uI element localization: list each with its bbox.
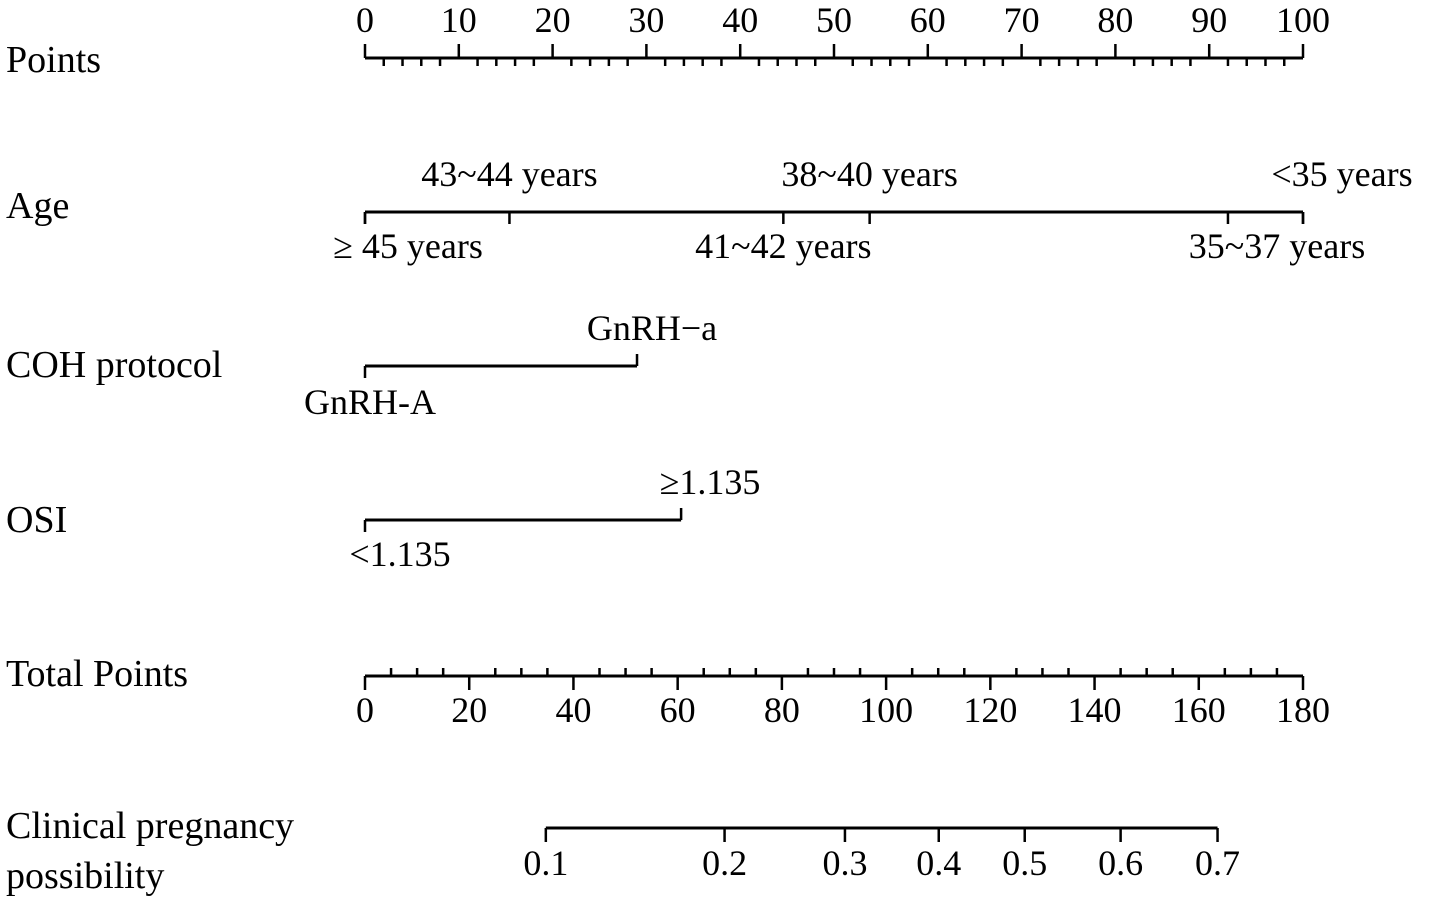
age-level-label: 38~40 years xyxy=(781,154,957,194)
total-points-scale-label: Total Points xyxy=(6,653,188,695)
points-tick-label: 80 xyxy=(1097,0,1133,40)
points-tick-label: 50 xyxy=(816,0,852,40)
total-points-tick-label: 120 xyxy=(963,690,1017,730)
points-tick-label: 10 xyxy=(441,0,477,40)
coh-protocol-level-label: GnRH−a xyxy=(587,308,717,348)
probability-scale-label-line1: Clinical pregnancy xyxy=(6,805,294,847)
total-points-tick-label: 160 xyxy=(1172,690,1226,730)
total-points-tick-label: 0 xyxy=(356,690,374,730)
age-level-label: 35~37 years xyxy=(1189,226,1365,266)
probability-tick-label: 0.3 xyxy=(822,843,867,883)
age-scale-label: Age xyxy=(6,185,69,227)
total-points-tick-label: 80 xyxy=(764,690,800,730)
probability-tick-label: 0.6 xyxy=(1098,843,1143,883)
points-tick-label: 100 xyxy=(1276,0,1330,40)
age-level-label: <35 years xyxy=(1271,154,1412,194)
probability-tick-label: 0.1 xyxy=(523,843,568,883)
points-tick-label: 90 xyxy=(1191,0,1227,40)
points-tick-label: 40 xyxy=(722,0,758,40)
points-tick-label: 20 xyxy=(535,0,571,40)
chart-marks: 0 10 20 30 40 50 60 70 80 90 100 ≥ 45 years 43~44 ye… xyxy=(304,0,1413,883)
probability-tick-label: 0.7 xyxy=(1195,843,1240,883)
total-points-tick-label: 140 xyxy=(1068,690,1122,730)
coh-protocol-scale-label: COH protocol xyxy=(6,344,222,386)
coh-protocol-level-label: GnRH-A xyxy=(304,382,436,422)
points-scale-label: Points xyxy=(6,39,101,81)
probability-tick-label: 0.2 xyxy=(702,843,747,883)
points-tick-label: 70 xyxy=(1004,0,1040,40)
total-points-tick-label: 100 xyxy=(859,690,913,730)
total-points-tick-label: 40 xyxy=(555,690,591,730)
age-level-label: ≥ 45 years xyxy=(333,226,483,266)
osi-scale-label: OSI xyxy=(6,499,67,541)
points-tick-label: 60 xyxy=(910,0,946,40)
age-level-label: 41~42 years xyxy=(695,226,871,266)
total-points-tick-label: 180 xyxy=(1276,690,1330,730)
probability-scale-label-line2: possibility xyxy=(6,855,164,897)
probability-tick-label: 0.4 xyxy=(916,843,961,883)
points-tick-label: 30 xyxy=(628,0,664,40)
age-level-label: 43~44 years xyxy=(421,154,597,194)
total-points-tick-label: 60 xyxy=(660,690,696,730)
osi-level-label: ≥1.135 xyxy=(660,462,761,502)
probability-tick-label: 0.5 xyxy=(1002,843,1047,883)
osi-level-label: <1.135 xyxy=(349,534,450,574)
points-tick-label: 0 xyxy=(356,0,374,40)
total-points-tick-label: 20 xyxy=(451,690,487,730)
